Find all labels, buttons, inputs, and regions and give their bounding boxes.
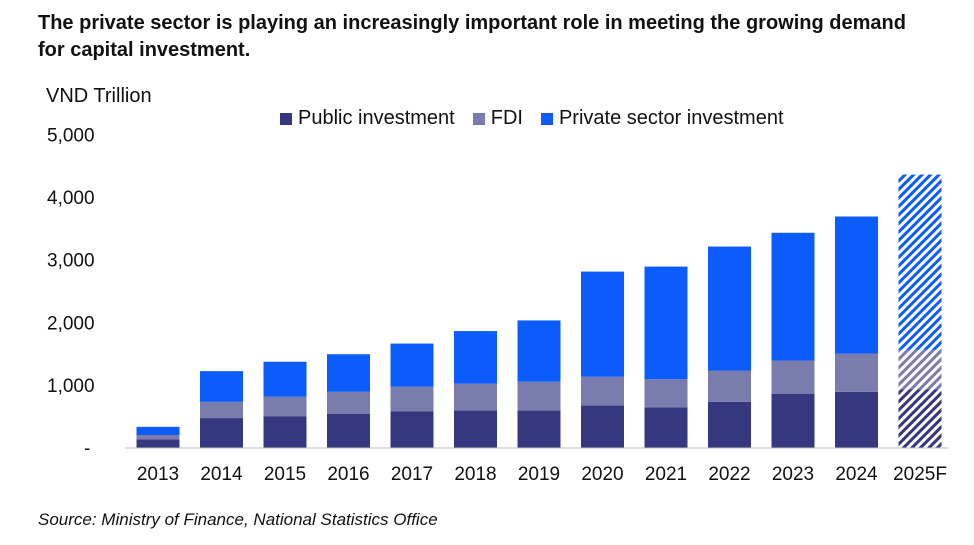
chart-title: The private sector is playing an increas… bbox=[38, 12, 906, 61]
bar-fdi-2017 bbox=[390, 386, 434, 412]
x-tick-label: 2018 bbox=[454, 464, 496, 485]
y-tick-label: 1,000 bbox=[47, 376, 95, 397]
x-tick-label: 2017 bbox=[391, 464, 433, 485]
legend: Public investment FDI Private sector inv… bbox=[280, 107, 802, 130]
legend-item-private: Private sector investment bbox=[540, 107, 784, 130]
bar-public-2014 bbox=[200, 418, 243, 448]
bar-public-2023 bbox=[771, 393, 815, 448]
x-tick-label: 2020 bbox=[581, 464, 623, 485]
x-tick-label: 2021 bbox=[645, 464, 687, 485]
legend-swatch-public bbox=[280, 112, 292, 125]
bar-private-2018 bbox=[454, 331, 497, 384]
bar-fdi-2025F bbox=[898, 349, 942, 390]
x-tick-label: 2019 bbox=[518, 464, 560, 485]
bar-fdi-2020 bbox=[581, 376, 624, 406]
y-tick-label: 5,000 bbox=[47, 126, 95, 147]
y-axis-label: VND Trillion bbox=[46, 85, 152, 107]
bar-fdi-2019 bbox=[517, 381, 561, 411]
bar-fdi-2014 bbox=[200, 401, 243, 419]
bar-private-2020 bbox=[581, 271, 624, 377]
x-tick-label: 2013 bbox=[137, 464, 179, 485]
y-tick-label: - bbox=[84, 439, 90, 460]
bar-public-2019 bbox=[517, 410, 561, 448]
x-tick-label: 2022 bbox=[708, 464, 750, 485]
bar-private-2024 bbox=[835, 216, 878, 354]
y-tick-label: 2,000 bbox=[47, 313, 95, 334]
x-tick-label: 2015 bbox=[264, 464, 306, 485]
legend-label-private: Private sector investment bbox=[558, 107, 784, 129]
legend-item-public: Public investment bbox=[280, 107, 455, 130]
x-tick-label: 2014 bbox=[200, 464, 243, 485]
bar-public-2024 bbox=[835, 391, 878, 448]
bar-public-2017 bbox=[390, 411, 434, 448]
bar-fdi-2013 bbox=[136, 434, 180, 440]
legend-swatch-fdi bbox=[472, 112, 485, 125]
bar-fdi-2015 bbox=[263, 396, 307, 417]
bar-fdi-2021 bbox=[644, 379, 688, 408]
x-tick-label: 2023 bbox=[772, 464, 814, 485]
source-note: Source: Ministry of Finance, National St… bbox=[38, 510, 438, 529]
bar-public-2013 bbox=[136, 439, 180, 448]
bar-private-2023 bbox=[771, 232, 815, 361]
bar-public-2021 bbox=[644, 407, 688, 448]
bar-private-2019 bbox=[517, 320, 561, 382]
x-tick-label: 2025F bbox=[893, 464, 947, 485]
bar-fdi-2023 bbox=[771, 360, 815, 394]
bar-private-2025F bbox=[898, 174, 942, 350]
legend-swatch-private bbox=[540, 112, 553, 125]
bar-private-2013 bbox=[136, 426, 180, 435]
bar-fdi-2022 bbox=[708, 370, 751, 402]
x-tick-label: 2024 bbox=[835, 464, 878, 485]
bar-fdi-2018 bbox=[454, 383, 497, 411]
y-tick-label: 3,000 bbox=[47, 251, 95, 272]
bar-fdi-2016 bbox=[327, 391, 370, 414]
legend-label-fdi: FDI bbox=[490, 107, 523, 129]
bar-public-2025F bbox=[898, 389, 942, 448]
bar-private-2014 bbox=[200, 371, 243, 402]
legend-item-fdi: FDI bbox=[472, 107, 523, 130]
bar-public-2015 bbox=[263, 416, 307, 448]
x-tick-label: 2016 bbox=[327, 464, 369, 485]
bar-public-2018 bbox=[454, 410, 497, 448]
bar-private-2021 bbox=[644, 266, 688, 380]
bar-fdi-2024 bbox=[835, 353, 878, 392]
bar-private-2017 bbox=[390, 343, 434, 387]
bar-private-2022 bbox=[708, 246, 751, 371]
bar-private-2015 bbox=[263, 361, 307, 397]
bar-public-2020 bbox=[581, 405, 624, 448]
y-tick-label: 4,000 bbox=[47, 188, 95, 209]
bar-private-2016 bbox=[327, 354, 370, 392]
legend-label-public: Public investment bbox=[298, 107, 455, 129]
bar-public-2022 bbox=[708, 401, 751, 448]
bar-public-2016 bbox=[327, 413, 370, 448]
